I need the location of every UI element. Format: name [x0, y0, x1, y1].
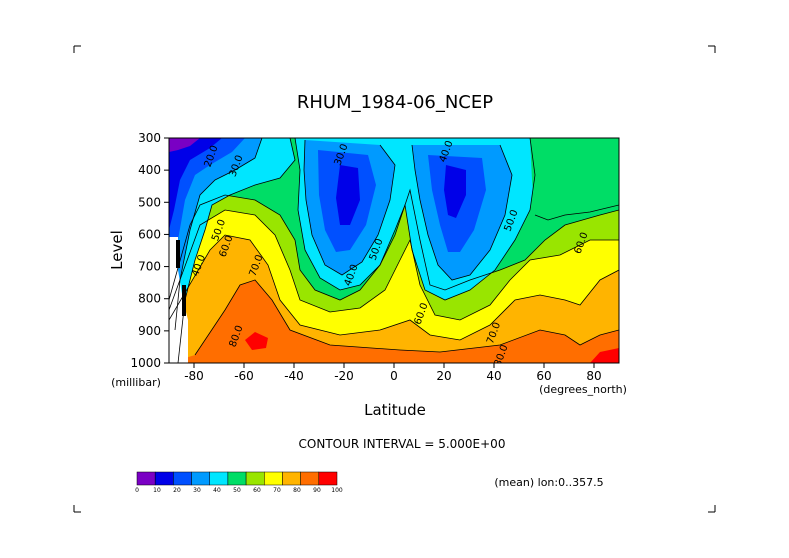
colorbar-swatch: [300, 471, 320, 486]
x-tick-label: 0: [390, 369, 398, 383]
colorbar-swatch: [227, 471, 247, 486]
y-tick-label: 400: [138, 163, 161, 177]
colorbar-label: 30: [193, 487, 201, 494]
contour-fill-90: [169, 280, 619, 363]
y-tick-label: 600: [138, 227, 161, 241]
colorbar-label: 40: [213, 487, 221, 494]
y-axis-label: Level: [108, 230, 126, 270]
x-tick-label: -20: [334, 369, 354, 383]
x-units: (degrees_north): [539, 383, 627, 396]
x-tick-label: -80: [184, 369, 204, 383]
colorbar-label: 0: [135, 487, 139, 494]
y-tick-label: 500: [138, 195, 161, 209]
x-tick-label: 80: [586, 369, 601, 383]
y-axis: 300 400 500 600 700 800 900 1000: [130, 131, 169, 370]
contour-fill-20-north: [318, 150, 486, 252]
colorbar-label: 100: [331, 487, 343, 494]
contour-fill-10-north: [336, 165, 466, 225]
colorbar-swatch: [209, 471, 229, 486]
colorbar-label: 80: [293, 487, 301, 494]
contour-fill-30: [169, 138, 262, 363]
y-tick-label: 700: [138, 260, 161, 274]
colorbar-label: 10: [153, 487, 161, 494]
chart-title: RHUM_1984-06_NCEP: [297, 92, 493, 113]
x-tick-label: -60: [234, 369, 254, 383]
x-axis-label: Latitude: [364, 401, 426, 419]
colorbar-swatch: [154, 471, 174, 486]
missing-data: [169, 237, 188, 363]
contour-lines: [169, 138, 619, 363]
colorbar-label: 60: [253, 487, 261, 494]
contour-fill-50-north: [530, 138, 619, 220]
contour-interval: CONTOUR INTERVAL = 5.000E+00: [299, 437, 506, 451]
colorbar-swatch: [191, 471, 210, 486]
contour-fill-10: [169, 138, 222, 230]
colorbar-swatch: [282, 471, 301, 486]
y-tick-label: 900: [138, 324, 161, 338]
colorbar-swatch: [245, 471, 265, 486]
mean-note: (mean) lon:0..357.5: [494, 476, 603, 489]
colorbar-label: 70: [273, 487, 281, 494]
y-tick-label: 300: [138, 131, 161, 145]
missing-data-edge: [176, 240, 186, 316]
y-tick-label: 800: [138, 292, 161, 306]
crop-marks: [73, 45, 716, 513]
x-axis: -80 -60 -40 -20 0 20 40 60 80: [184, 363, 602, 383]
x-tick-label: 60: [536, 369, 551, 383]
colorbar-swatch: [173, 471, 192, 486]
colorbar-label: 90: [313, 487, 321, 494]
y-units: (millibar): [111, 376, 161, 389]
y-tick-label: 1000: [130, 356, 161, 370]
colorbar-swatch: [318, 471, 338, 486]
contour-fill-20: [169, 138, 245, 300]
x-tick-label: -40: [284, 369, 304, 383]
x-tick-label: 40: [486, 369, 501, 383]
x-tick-label: 20: [436, 369, 451, 383]
colorbar-label: 20: [173, 487, 181, 494]
colorbar-swatch: [264, 471, 283, 486]
plot-area: 20.0 30.0 30.0 40.050.060.040.050.060.070.0…: [169, 138, 619, 363]
colorbar: 0 10 20 30 40 50 60 70 80 90 100: [135, 471, 343, 494]
contour-fill-0: [169, 138, 200, 152]
colorbar-label: 50: [233, 487, 241, 494]
colorbar-swatch: [136, 471, 156, 486]
